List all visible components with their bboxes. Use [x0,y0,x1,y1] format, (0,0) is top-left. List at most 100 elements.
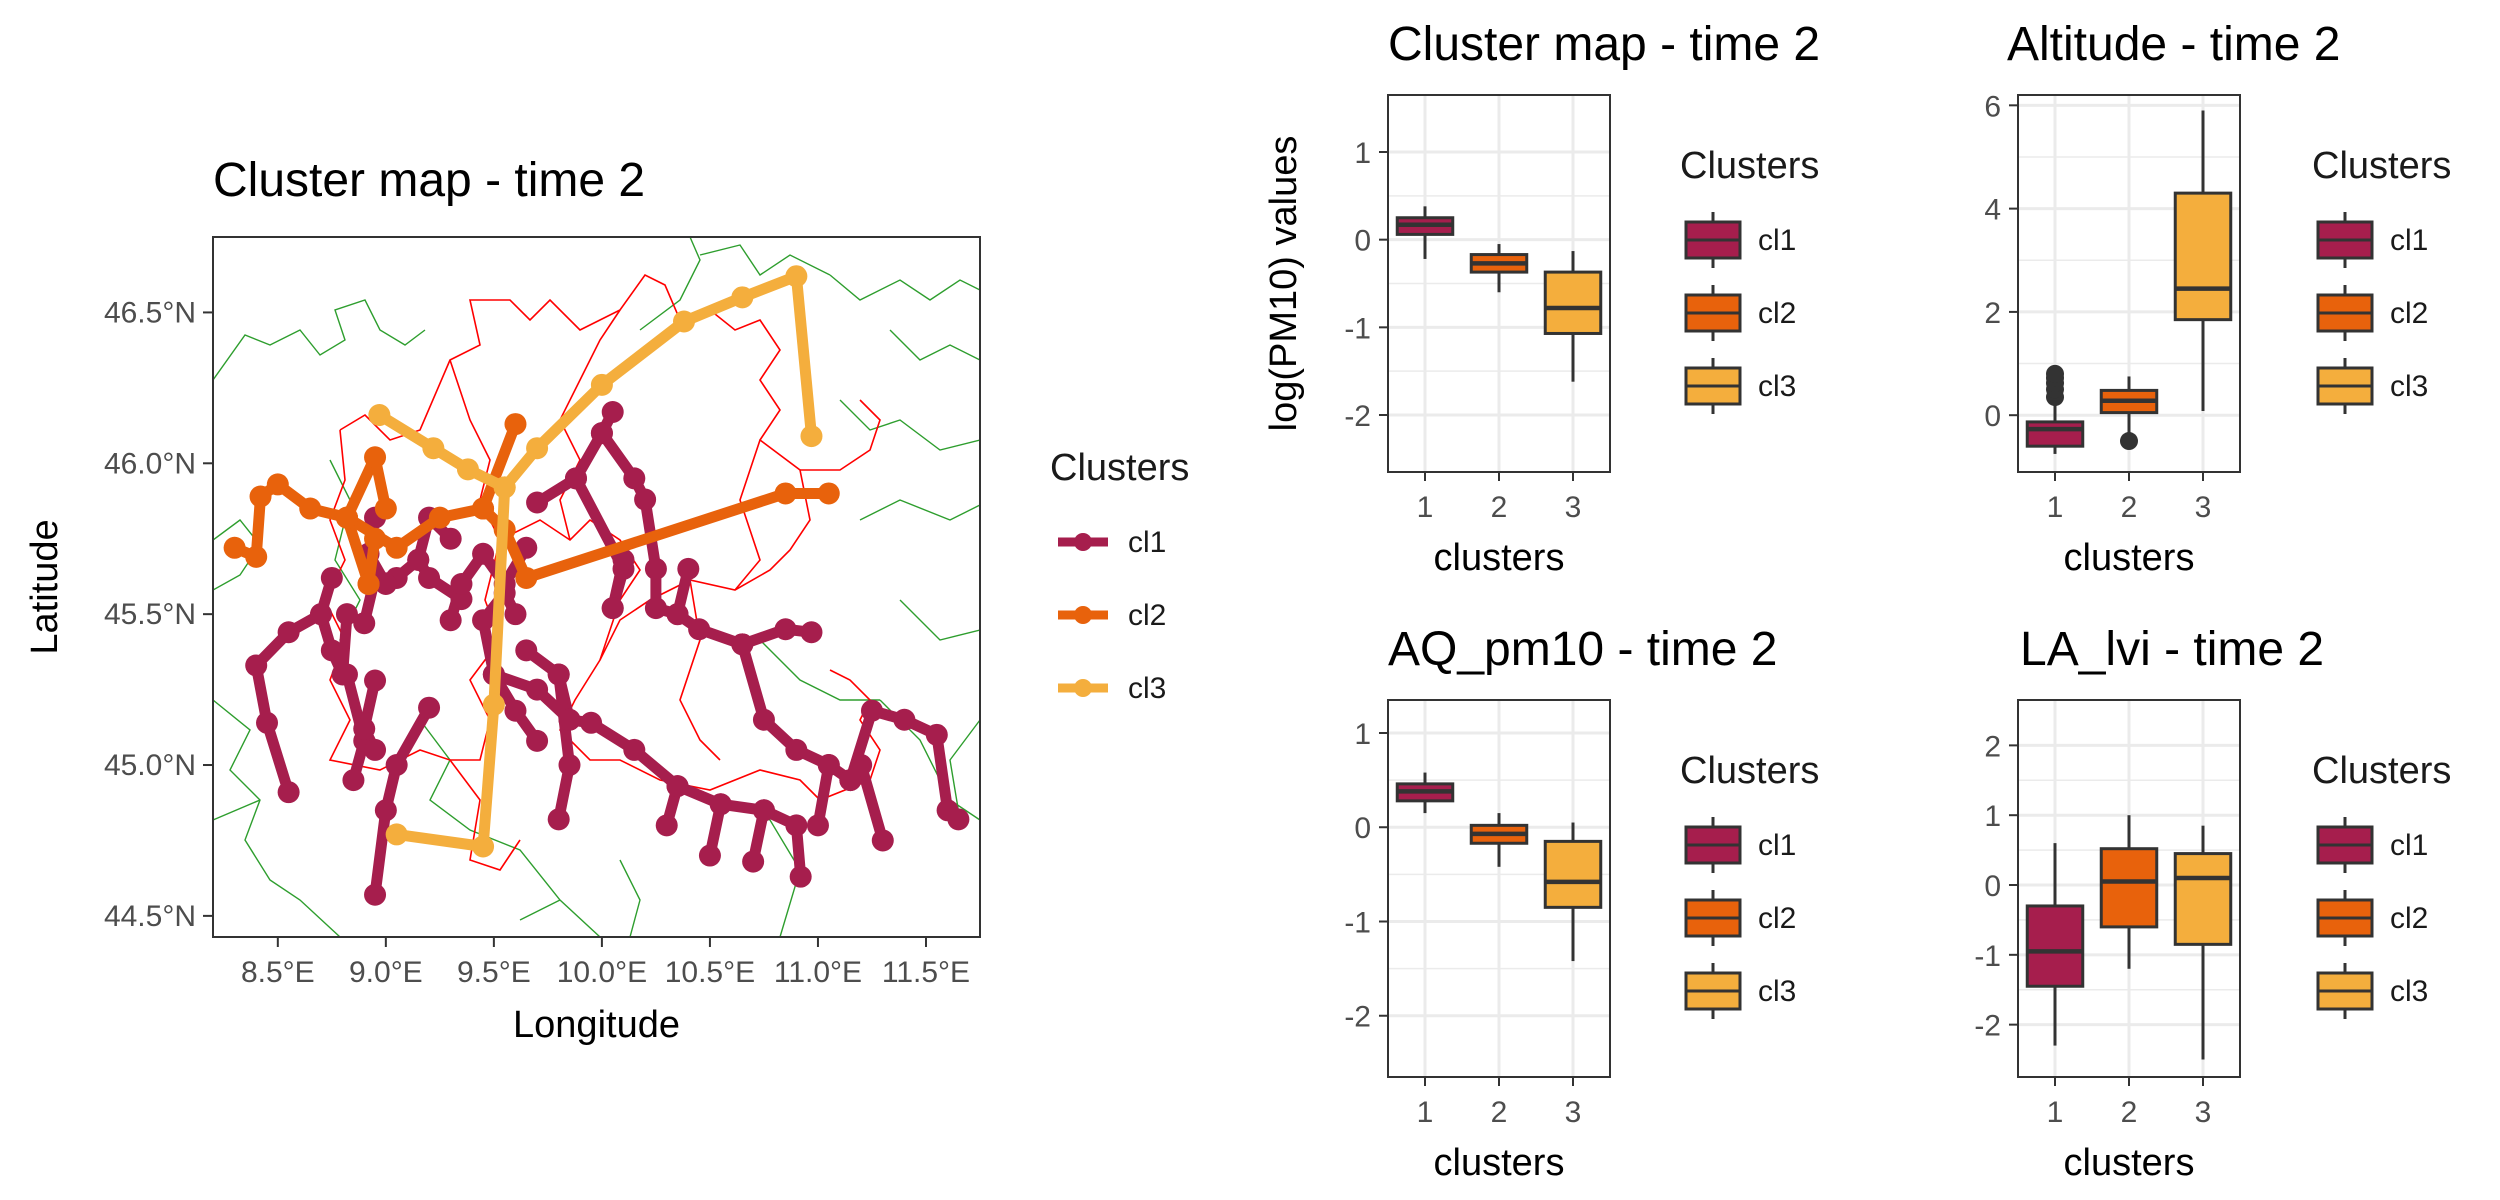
station-point [353,717,376,740]
y-tick-label: 6 [1984,90,2001,123]
station-point [752,799,775,822]
station-point [612,548,635,571]
x-tick-label: 10.0°E [557,956,647,989]
x-tick-label: 2 [2121,491,2138,524]
box-cl3 [2173,110,2233,412]
province-border [699,244,831,276]
x-tick-label: 1 [1417,491,1434,524]
station-point [673,310,696,333]
station-point [817,482,840,505]
y-tick-label: 2 [1984,730,2001,763]
province-border [639,237,701,331]
box-cl3 [2173,825,2233,1060]
y-tick-label: -1 [1344,906,1371,939]
station-point [456,458,479,481]
station-point [526,491,549,514]
box-cl1 [2025,364,2085,454]
station-point [925,723,948,746]
network-edge [369,702,435,901]
y-tick-label: 0 [1354,225,1371,258]
x-tick-label: 1 [2047,1096,2064,1129]
legend-label: cl2 [2390,902,2428,935]
chart-title: LA_lvi - time 2 [2020,623,2324,676]
station-point [742,850,765,873]
station-point [335,603,358,626]
chart-title: AQ_pm10 - time 2 [1388,623,1777,676]
y-tick-label: 0 [1354,812,1371,845]
y-tick-label: 1 [1354,137,1371,170]
station-point [893,708,916,731]
station-point [245,545,268,568]
y-axis-label: Latitude [24,519,66,654]
station-point [364,527,387,550]
plot-background [213,237,980,937]
station-point [634,488,657,511]
station-point [364,883,387,906]
station-point [450,572,473,595]
station-point [655,814,678,837]
station-point [385,823,408,846]
box-cl1 [1395,206,1455,259]
x-tick-label: 2 [2121,1096,2138,1129]
iqr-box [2099,847,2159,929]
x-axis-label: clusters [1434,537,1565,579]
x-axis-label: clusters [2064,537,2195,579]
station-point [266,473,289,496]
station-point [385,536,408,559]
y-tick-label: -1 [1344,312,1371,345]
province-border [839,399,980,451]
x-tick-label: 1 [1417,1096,1434,1129]
iqr-box [1543,270,1603,335]
legend-title: Clusters [1680,750,1819,792]
legend-label: cl3 [2390,370,2428,403]
chart-title: Cluster map - time 2 [1388,18,1820,71]
station-point [752,708,775,731]
station-point [299,497,322,520]
x-tick-label: 11.0°E [774,956,862,989]
station-point [947,808,970,831]
station-point [526,437,549,460]
station-point [785,265,808,288]
chart-title: Altitude - time 2 [2007,18,2340,71]
province-border [899,599,980,641]
province-border [213,799,261,821]
x-tick-label: 3 [1565,491,1582,524]
chart-title: Cluster map - time 2 [213,154,645,207]
station-point [526,678,549,701]
station-point [590,373,613,396]
network-edge [315,608,353,680]
province-border [949,719,980,821]
iqr-box [1543,839,1603,909]
y-tick-label: 4 [1984,194,2001,227]
station-point [623,467,646,490]
station-point [504,603,527,626]
station-point [774,482,797,505]
box-cl2 [2099,376,2159,451]
y-tick-label: 0 [1984,870,2001,903]
y-tick-label: 44.5°N [104,900,196,933]
iqr-box [2025,420,2085,448]
station-point [364,669,387,692]
station-point [482,693,505,716]
station-point [422,437,445,460]
x-tick-label: 9.0°E [349,956,423,989]
box-cl3 [1543,822,1603,962]
x-tick-label: 1 [2047,491,2064,524]
station-point [800,621,823,644]
station-point [256,711,279,734]
y-tick-label: -2 [1344,400,1371,433]
station-point [418,566,441,589]
station-point [245,654,268,677]
station-point [785,738,808,761]
station-point [623,738,646,761]
x-tick-label: 10.5°E [665,956,755,989]
station-point [249,485,272,508]
station-point [374,799,397,822]
station-point [601,401,624,423]
station-point [472,835,495,858]
x-tick-label: 9.5°E [457,956,531,989]
station-point [515,566,538,589]
x-axis-label: clusters [1434,1142,1565,1184]
